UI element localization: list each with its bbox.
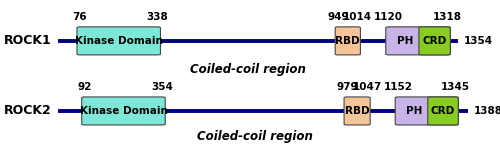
- FancyBboxPatch shape: [82, 97, 165, 125]
- Text: ROCK2: ROCK2: [4, 104, 52, 118]
- FancyBboxPatch shape: [395, 97, 458, 125]
- Text: 979: 979: [336, 82, 358, 92]
- Text: PH: PH: [397, 36, 413, 46]
- FancyBboxPatch shape: [77, 27, 160, 55]
- FancyBboxPatch shape: [344, 97, 370, 125]
- Text: PH: PH: [406, 106, 422, 116]
- FancyBboxPatch shape: [419, 27, 450, 55]
- Text: CRD: CRD: [431, 106, 455, 116]
- FancyBboxPatch shape: [428, 97, 458, 125]
- Text: 1014: 1014: [343, 12, 372, 22]
- Text: 1354: 1354: [464, 36, 493, 46]
- Text: Kinase Domain: Kinase Domain: [80, 106, 168, 116]
- Text: 949: 949: [328, 12, 349, 22]
- Text: 1388: 1388: [474, 106, 500, 116]
- FancyBboxPatch shape: [335, 27, 360, 55]
- Text: RBD: RBD: [336, 36, 360, 46]
- Text: 338: 338: [146, 12, 169, 22]
- Text: Kinase Domain: Kinase Domain: [75, 36, 162, 46]
- Text: 76: 76: [72, 12, 88, 22]
- Text: CRD: CRD: [422, 36, 446, 46]
- Text: 1047: 1047: [352, 82, 382, 92]
- Text: 1120: 1120: [374, 12, 404, 22]
- Text: 92: 92: [78, 82, 92, 92]
- Text: Coiled-coil region: Coiled-coil region: [196, 130, 312, 143]
- Text: 1152: 1152: [384, 82, 412, 92]
- Text: 1318: 1318: [433, 12, 462, 22]
- Text: 1345: 1345: [441, 82, 470, 92]
- Text: ROCK1: ROCK1: [4, 34, 52, 47]
- Text: RBD: RBD: [345, 106, 370, 116]
- Text: Coiled-coil region: Coiled-coil region: [190, 63, 306, 76]
- FancyBboxPatch shape: [386, 27, 450, 55]
- Text: 354: 354: [152, 82, 173, 92]
